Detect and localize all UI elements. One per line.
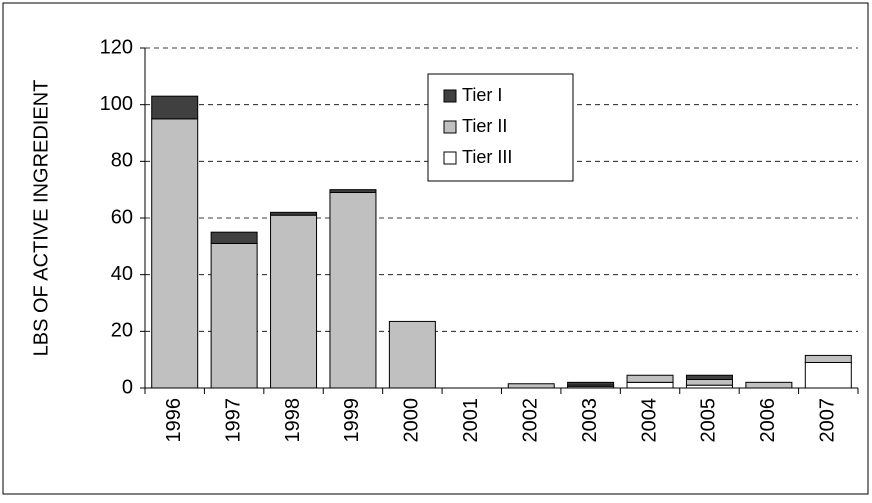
y-tick-label: 100 [100, 93, 133, 115]
bar-segment [745, 381, 793, 389]
x-tick-label: 2004 [638, 398, 660, 443]
y-tick-label: 80 [111, 150, 133, 172]
x-tick-label: 2007 [817, 398, 839, 443]
y-tick-label: 20 [111, 320, 133, 342]
y-axis-label: LBS OF ACTIVE INGREDIENT [30, 80, 52, 357]
bar-segment [329, 192, 377, 389]
bar-segment [210, 231, 258, 245]
bar-segment [210, 243, 258, 389]
bar-segment [151, 118, 199, 389]
x-tick-label: 1999 [341, 398, 363, 443]
bar-segment [685, 379, 733, 386]
x-tick-label: 2002 [519, 398, 541, 443]
bar-segment [685, 374, 733, 380]
bar-segment [567, 381, 615, 386]
x-tick-label: 2001 [460, 398, 482, 443]
y-tick-label: 40 [111, 263, 133, 285]
bar-segment [329, 189, 377, 194]
bar-segment [626, 381, 674, 389]
legend-swatch [443, 89, 457, 103]
x-tick-label: 2006 [757, 398, 779, 443]
y-tick-label: 0 [122, 376, 133, 398]
legend-label: Tier I [462, 85, 502, 105]
x-tick-label: 1996 [163, 398, 185, 443]
x-tick-label: 1997 [222, 398, 244, 443]
bar-segment [270, 214, 318, 389]
legend-swatch [443, 120, 457, 134]
legend-label: Tier II [462, 116, 507, 136]
x-tick-label: 2005 [698, 398, 720, 443]
legend-swatch [443, 151, 457, 165]
bar-segment [388, 320, 436, 389]
x-tick-label: 2000 [401, 398, 423, 443]
x-tick-label: 2003 [579, 398, 601, 443]
y-tick-label: 120 [100, 36, 133, 58]
bar-segment [507, 383, 555, 389]
x-tick-label: 1998 [282, 398, 304, 443]
bar-segment [270, 211, 318, 216]
y-tick-label: 60 [111, 206, 133, 228]
bar-segment [804, 362, 852, 389]
bar-segment [151, 95, 199, 120]
bar-segment [626, 374, 674, 383]
legend-label: Tier III [462, 147, 512, 167]
bar-segment [804, 354, 852, 363]
